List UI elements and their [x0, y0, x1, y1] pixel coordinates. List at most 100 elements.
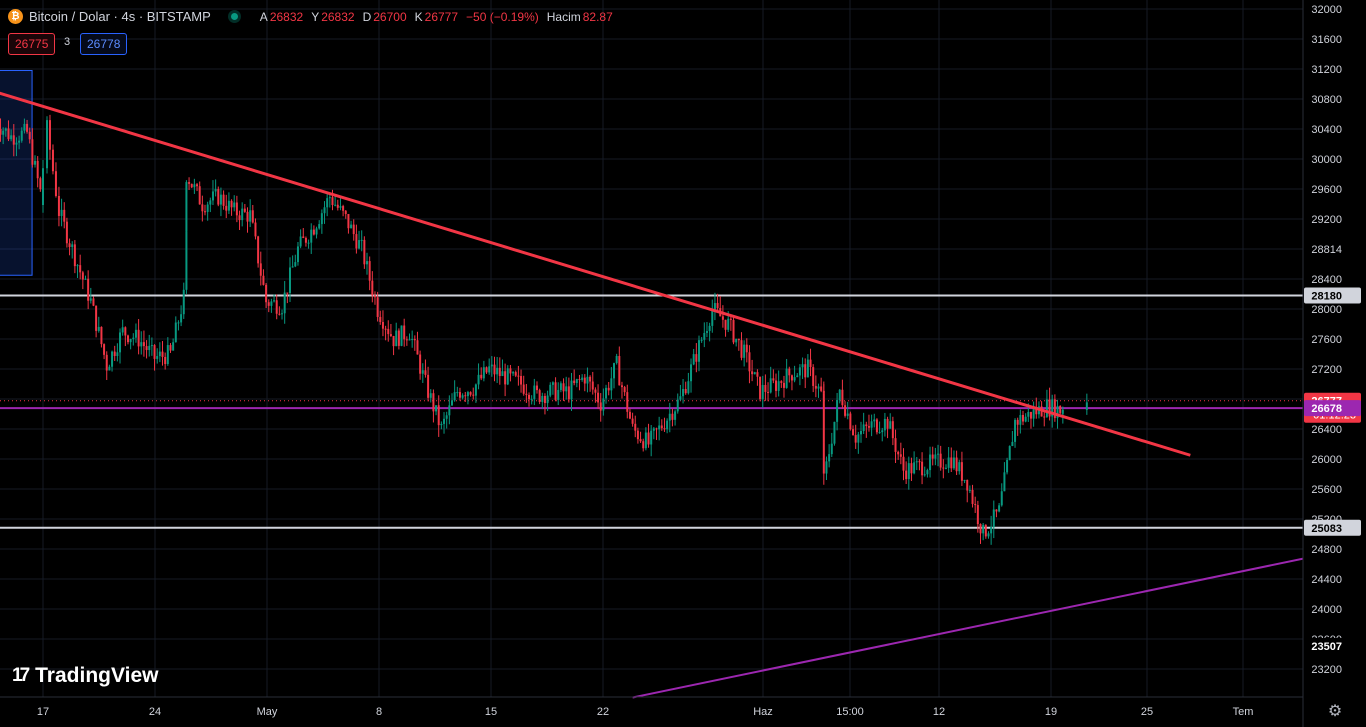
- candle: [196, 183, 199, 192]
- time-axis[interactable]: 17 24 May 8 15 22 Haz 15:00 12 19 25 Tem: [0, 696, 1303, 718]
- candle: [801, 357, 804, 379]
- candle-body: [650, 430, 653, 445]
- candle-body: [724, 319, 727, 330]
- candle: [865, 421, 868, 438]
- candle-body: [939, 453, 942, 468]
- candle: [95, 305, 98, 338]
- trendline-support[interactable]: [632, 548, 1350, 699]
- symbol-title[interactable]: Bitcoin / Dolar · 4s · BITSTAMP: [29, 9, 211, 24]
- candle: [48, 114, 51, 160]
- candle-body: [897, 451, 900, 455]
- candle-body: [395, 330, 398, 347]
- candle: [923, 466, 926, 477]
- candle: [929, 446, 932, 478]
- horizontal-levels[interactable]: [0, 294, 1303, 529]
- candle: [666, 418, 669, 434]
- candle-body: [1051, 399, 1054, 417]
- candle-body: [708, 325, 711, 332]
- selection-rectangle[interactable]: [0, 70, 33, 276]
- candle: [966, 479, 969, 503]
- price-tick-label: 24800: [1311, 544, 1342, 556]
- price-label-badge[interactable]: [1304, 637, 1361, 654]
- candle: [270, 298, 273, 313]
- candle: [915, 456, 918, 470]
- candle-body: [682, 388, 685, 397]
- candle-body: [695, 354, 698, 362]
- time-tick-label: May: [257, 706, 278, 718]
- price-label-badge[interactable]: [1304, 287, 1361, 304]
- volume-value: 82.87: [582, 9, 613, 24]
- sell-button[interactable]: 26775: [8, 33, 56, 55]
- open-key: A: [259, 9, 268, 24]
- buy-button[interactable]: 26778: [80, 33, 128, 55]
- candle: [798, 364, 801, 386]
- candle-body: [443, 418, 446, 424]
- time-tick-label: Tem: [1233, 706, 1254, 718]
- candle-body: [60, 209, 63, 216]
- candle-body: [512, 372, 515, 374]
- candle-body: [952, 457, 955, 469]
- candle: [905, 461, 908, 484]
- time-tick-label: 24: [149, 706, 161, 718]
- trendlines[interactable]: [0, 79, 1350, 699]
- candle: [785, 358, 788, 389]
- high-key: Y: [311, 9, 320, 24]
- candle: [777, 370, 780, 397]
- price-label-badge[interactable]: [1304, 400, 1361, 417]
- candle-body: [915, 461, 918, 463]
- candle: [411, 330, 414, 348]
- candle-body: [397, 330, 400, 346]
- price-tick-label: 31200: [1311, 64, 1342, 76]
- candle: [440, 421, 443, 430]
- candle-body: [57, 196, 60, 216]
- candle: [405, 336, 408, 346]
- candle-body: [413, 339, 416, 341]
- candle: [392, 335, 395, 356]
- candle: [1029, 411, 1032, 429]
- candle-body: [514, 372, 517, 376]
- symbol-legend: ₿ Bitcoin / Dolar · 4s · BITSTAMP A 26832…: [8, 9, 613, 24]
- candle: [275, 294, 278, 320]
- tradingview-logo[interactable]: 17 TradingView: [12, 664, 158, 688]
- candle-body: [68, 243, 71, 248]
- candle-body: [26, 123, 29, 132]
- price-label-text: 23507: [1311, 641, 1342, 653]
- candle-body: [453, 392, 456, 401]
- candle-body: [775, 380, 778, 391]
- candle-body: [700, 339, 703, 341]
- candle: [724, 319, 727, 337]
- candle-body: [121, 327, 124, 333]
- candle-body: [541, 395, 544, 402]
- low-value: 26700: [373, 9, 407, 24]
- candle-body: [376, 297, 379, 317]
- candle-body: [51, 149, 54, 172]
- candle: [126, 334, 129, 345]
- candle-body: [174, 322, 177, 343]
- candle: [543, 393, 546, 415]
- candle: [389, 323, 392, 338]
- candle-body: [254, 222, 257, 237]
- candle: [158, 342, 161, 363]
- candle: [493, 356, 496, 382]
- price-tick-label: 29200: [1311, 214, 1342, 226]
- candle-body: [188, 182, 191, 184]
- candle: [995, 509, 998, 518]
- trendline-resistance[interactable]: [0, 79, 1191, 457]
- settings-gear-icon[interactable]: ⚙: [1327, 703, 1343, 720]
- price-label-badge[interactable]: [1304, 519, 1361, 536]
- candle: [121, 319, 124, 336]
- price-axis[interactable]: 32000 31600 31200 30800 30400 30000 29600 29200…: [1302, 0, 1366, 727]
- candle: [328, 194, 331, 208]
- chart-grid: [0, 0, 1303, 697]
- candle: [575, 378, 578, 388]
- candle-body: [342, 206, 345, 211]
- candle-body: [89, 298, 92, 301]
- candle: [124, 326, 127, 347]
- selection-box[interactable]: [0, 70, 33, 276]
- candle: [217, 186, 220, 207]
- candle-body: [607, 387, 610, 391]
- candle-body: [793, 377, 796, 381]
- candle-body: [947, 457, 950, 468]
- candle: [620, 381, 623, 399]
